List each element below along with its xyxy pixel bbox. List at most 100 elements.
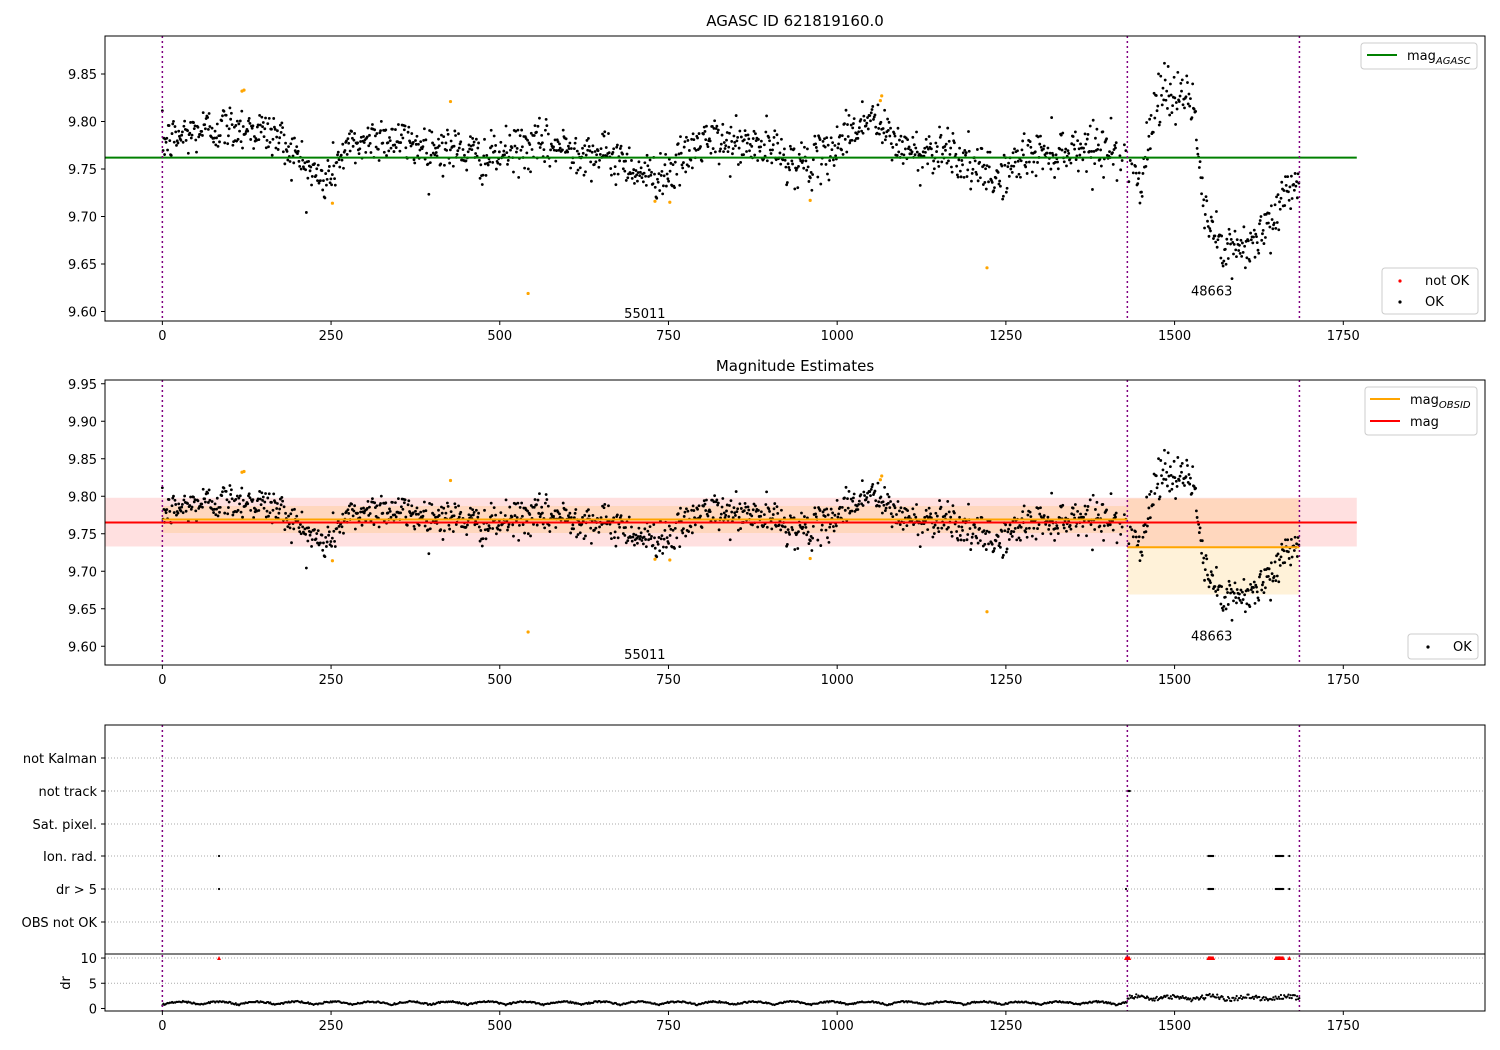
ok-point	[1137, 535, 1141, 539]
ok-point	[1290, 555, 1294, 559]
ok-point	[1188, 104, 1192, 108]
ok-point	[665, 536, 669, 540]
ok-point	[1006, 165, 1010, 169]
ok-point	[521, 523, 525, 527]
ok-point	[999, 184, 1002, 188]
ok-point	[1209, 570, 1213, 574]
ok-point	[934, 511, 938, 515]
ok-point	[658, 189, 662, 192]
legend-label-mag-agasc: magAGASC	[1407, 49, 1471, 67]
ok-point	[316, 163, 320, 167]
ok-point	[228, 106, 232, 110]
ok-point	[1021, 139, 1025, 143]
ok-point	[1134, 535, 1138, 539]
ok-point	[1189, 476, 1192, 480]
ok-point	[1161, 468, 1165, 472]
ok-point	[1073, 147, 1077, 151]
ok-point	[358, 516, 362, 520]
dr-point	[1265, 997, 1268, 1000]
ok-point	[204, 127, 207, 131]
ok-point	[327, 530, 331, 534]
ok-point	[435, 154, 439, 158]
ok-point	[844, 485, 848, 489]
ok-point	[1088, 124, 1092, 128]
ok-point	[702, 499, 706, 503]
ok-point	[1088, 498, 1092, 502]
ok-point	[802, 166, 806, 170]
ok-point	[745, 150, 748, 153]
ok-point	[1200, 192, 1203, 196]
ok-point	[1266, 221, 1270, 225]
ok-point	[428, 501, 431, 505]
ok-point	[790, 159, 794, 163]
ok-point	[807, 180, 811, 183]
ok-point	[1221, 608, 1225, 612]
ok-point	[765, 159, 769, 163]
ok-point	[884, 506, 888, 510]
dr-point	[1273, 998, 1276, 1001]
ok-point	[280, 121, 284, 125]
ok-point	[179, 138, 183, 142]
ok-point	[1007, 538, 1011, 541]
ok-point	[1091, 548, 1094, 552]
ok-point	[1095, 500, 1099, 504]
ok-point	[1016, 159, 1020, 163]
ok-point	[1268, 578, 1272, 581]
ok-point	[587, 137, 590, 140]
ok-point	[788, 168, 792, 172]
dr-point	[1194, 997, 1197, 1000]
ok-point	[635, 537, 639, 540]
ok-point	[1276, 193, 1280, 197]
ok-point	[735, 139, 739, 143]
ok-point	[950, 170, 954, 174]
ok-point	[575, 535, 578, 539]
ok-point	[1254, 232, 1258, 236]
x-tick-label: 750	[656, 673, 681, 688]
ok-point	[843, 137, 847, 141]
ok-point	[705, 142, 709, 146]
ok-point	[549, 148, 552, 152]
ok-point	[1138, 201, 1142, 205]
ok-point	[621, 532, 625, 535]
ok-point	[261, 121, 265, 124]
ok-point	[613, 172, 616, 176]
not-ok-point	[242, 469, 246, 474]
ok-point	[1279, 555, 1283, 559]
dr-point	[1281, 997, 1285, 1000]
ok-point	[399, 511, 403, 515]
ok-point	[638, 537, 642, 541]
flag-point	[1212, 854, 1215, 858]
ok-point	[399, 133, 403, 137]
ok-point	[1216, 588, 1220, 592]
ok-point	[1160, 481, 1164, 485]
ok-point	[1232, 243, 1236, 246]
ok-point	[520, 514, 524, 518]
ok-point	[536, 498, 540, 502]
ok-point	[484, 173, 488, 177]
ok-point	[510, 515, 514, 519]
ok-point	[1225, 237, 1229, 241]
ok-point	[732, 506, 736, 510]
ok-point	[303, 161, 307, 165]
ok-point	[1216, 238, 1220, 242]
ok-point	[814, 146, 818, 149]
ok-point	[1176, 70, 1180, 74]
ok-point	[499, 511, 503, 515]
ok-point	[350, 130, 354, 133]
ok-point	[448, 161, 452, 165]
ok-point	[336, 153, 339, 157]
ok-point	[1079, 142, 1082, 146]
ok-point	[1219, 256, 1223, 260]
ok-point	[1036, 161, 1039, 164]
ok-point	[1128, 525, 1132, 529]
ok-point	[440, 141, 444, 145]
ok-point	[655, 555, 659, 559]
ok-point	[1228, 232, 1232, 236]
ok-point	[517, 175, 521, 179]
ok-point	[1286, 538, 1290, 542]
flag-label: Sat. pixel.	[33, 818, 97, 833]
ok-point	[295, 514, 299, 518]
ok-point	[206, 501, 210, 504]
ok-point	[810, 549, 814, 552]
